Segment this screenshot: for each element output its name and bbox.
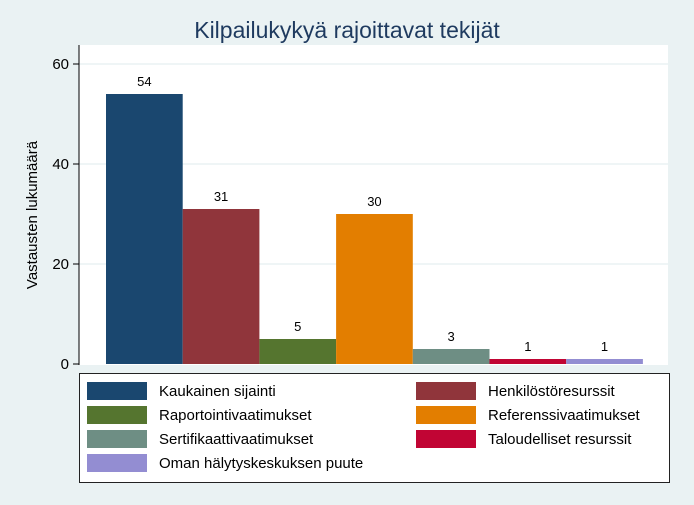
legend: Kaukainen sijainti Henkilöstöresurssit Rap… [79,373,670,483]
legend-swatch [416,382,476,400]
y-tick-label: 20 [52,256,69,273]
y-tick-label: 0 [61,356,69,373]
y-axis-title: Vastausten lukumäärä [24,140,41,289]
bar [106,94,183,364]
y-axis: 0 20 40 60 [52,45,80,373]
bars [106,94,643,364]
bar [566,359,643,364]
legend-item: Oman hälytyskeskuksen puute [87,453,363,473]
legend-label: Sertifikaattivaatimukset [159,430,314,448]
legend-swatch [87,406,147,424]
bar [412,349,490,364]
bar-value-label: 1 [524,339,531,354]
legend-item: Kaukainen sijainti [87,381,276,401]
bar-value-label: 1 [601,339,608,354]
legend-swatch [416,430,476,448]
legend-label: Oman hälytyskeskuksen puute [159,454,364,472]
bar [489,359,567,364]
bar-value-label: 30 [367,194,381,209]
legend-label: Raportointivaatimukset [159,406,312,424]
legend-item: Referenssivaatimukset [416,405,640,425]
legend-item: Henkilöstöresurssit [416,381,615,401]
legend-swatch [416,406,476,424]
bar [182,209,260,364]
legend-swatch [87,454,147,472]
bar [259,339,337,364]
legend-item: Raportointivaatimukset [87,405,312,425]
bar [336,214,413,364]
bar-value-label: 31 [214,189,228,204]
legend-label: Henkilöstöresurssit [488,382,615,400]
legend-label: Kaukainen sijainti [159,382,276,400]
legend-item: Sertifikaattivaatimukset [87,429,313,449]
legend-label: Referenssivaatimukset [488,406,640,424]
legend-swatch [87,430,147,448]
chart-title: Kilpailukykyä rajoittavat tekijät [194,17,500,43]
bar-value-label: 54 [137,74,151,89]
legend-label: Taloudelliset resurssit [488,430,632,448]
legend-swatch [87,382,147,400]
y-tick-label: 60 [52,56,69,73]
bar-value-label: 5 [294,319,301,334]
bar-value-label: 3 [448,329,455,344]
legend-item: Taloudelliset resurssit [416,429,631,449]
y-tick-label: 40 [52,156,69,173]
